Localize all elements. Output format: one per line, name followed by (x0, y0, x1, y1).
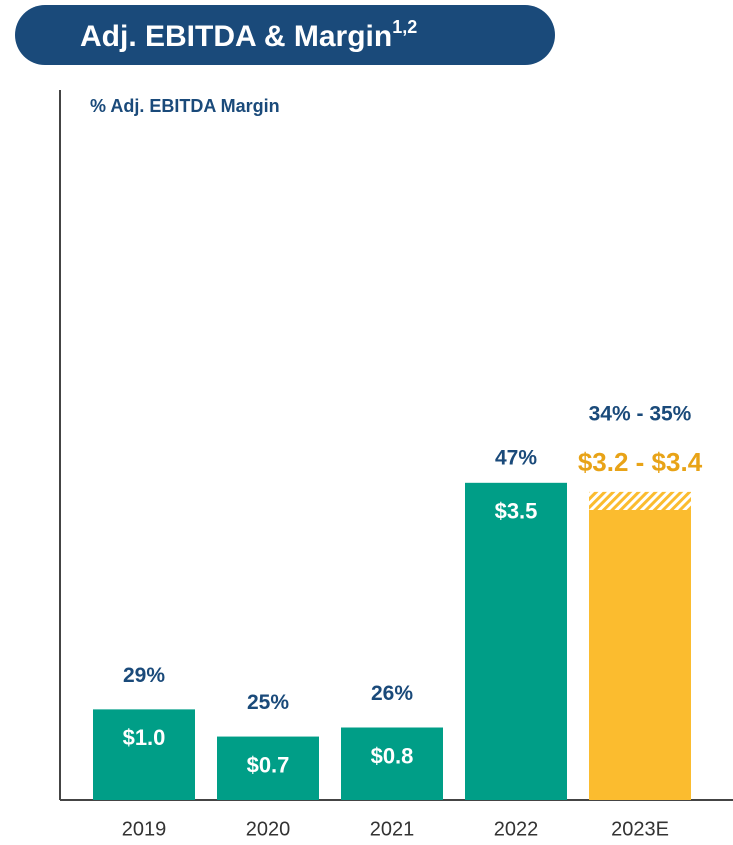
x-tick-label: 2023E (611, 818, 669, 840)
estimate-range (589, 491, 691, 510)
title-banner (15, 5, 555, 65)
margin-label: 25% (247, 691, 289, 714)
bar (341, 727, 443, 800)
chart-title: Adj. EBITDA & Margin1,2 (80, 17, 417, 53)
estimate-label: $3.2 - $3.4 (578, 447, 703, 477)
margin-label: 47% (495, 446, 537, 469)
title-superscript: 1,2 (392, 17, 417, 37)
margin-label: 29% (123, 664, 165, 687)
margin-label: 26% (371, 682, 413, 705)
margin-label: 34% - 35% (589, 402, 692, 425)
value-label: $3.5 (495, 499, 538, 524)
x-tick-label: 2021 (370, 818, 415, 840)
bar (589, 510, 691, 800)
x-tick-label: 2019 (122, 818, 167, 840)
bar (93, 709, 195, 800)
subtitle: % Adj. EBITDA Margin (90, 96, 280, 116)
bar (217, 736, 319, 800)
bar (465, 482, 567, 800)
title-main: Adj. EBITDA & Margin (80, 20, 392, 53)
x-tick-label: 2022 (494, 818, 539, 840)
x-tick-label: 2020 (246, 818, 291, 840)
value-label: $0.7 (247, 752, 290, 777)
value-label: $0.8 (371, 743, 414, 768)
value-label: $1.0 (123, 725, 166, 750)
